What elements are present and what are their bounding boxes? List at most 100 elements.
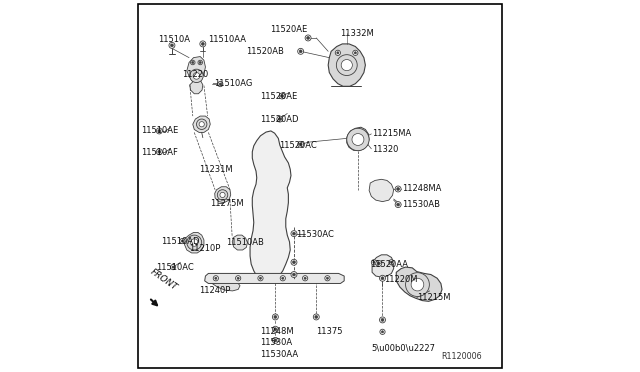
Text: 11530AA: 11530AA bbox=[260, 350, 298, 359]
Circle shape bbox=[218, 190, 228, 200]
Circle shape bbox=[273, 337, 278, 343]
Text: 11215MA: 11215MA bbox=[372, 129, 412, 138]
Circle shape bbox=[193, 73, 200, 79]
Text: 11520AE: 11520AE bbox=[270, 25, 307, 34]
Circle shape bbox=[371, 260, 376, 265]
Text: 11332M: 11332M bbox=[340, 29, 374, 38]
Text: 11220M: 11220M bbox=[384, 275, 417, 284]
Circle shape bbox=[180, 238, 185, 244]
Polygon shape bbox=[369, 179, 394, 202]
Circle shape bbox=[273, 314, 278, 320]
Circle shape bbox=[258, 276, 263, 281]
Circle shape bbox=[299, 143, 302, 146]
Circle shape bbox=[305, 35, 311, 41]
Circle shape bbox=[337, 52, 339, 54]
Circle shape bbox=[280, 94, 284, 97]
Circle shape bbox=[202, 42, 204, 45]
Circle shape bbox=[158, 150, 161, 153]
Circle shape bbox=[274, 315, 277, 318]
Text: 11220: 11220 bbox=[182, 70, 209, 79]
Circle shape bbox=[198, 60, 202, 65]
Circle shape bbox=[219, 83, 221, 85]
Circle shape bbox=[411, 278, 424, 291]
Polygon shape bbox=[372, 255, 394, 277]
Circle shape bbox=[298, 141, 303, 147]
Text: 11275M: 11275M bbox=[211, 199, 244, 208]
Circle shape bbox=[303, 276, 308, 281]
Circle shape bbox=[292, 273, 296, 276]
Circle shape bbox=[390, 261, 392, 263]
Circle shape bbox=[187, 235, 202, 250]
Circle shape bbox=[352, 134, 364, 145]
Circle shape bbox=[354, 52, 356, 54]
Circle shape bbox=[213, 276, 218, 281]
Circle shape bbox=[389, 260, 394, 265]
Circle shape bbox=[381, 277, 384, 280]
Text: 11510AB: 11510AB bbox=[227, 238, 264, 247]
Circle shape bbox=[199, 122, 204, 127]
Polygon shape bbox=[215, 187, 231, 203]
Circle shape bbox=[380, 275, 385, 281]
Text: 11510AD: 11510AD bbox=[161, 237, 199, 246]
Text: 11530AC: 11530AC bbox=[296, 230, 333, 239]
Circle shape bbox=[326, 277, 328, 279]
Text: 11210P: 11210P bbox=[189, 244, 220, 253]
Text: 11248MA: 11248MA bbox=[402, 185, 441, 193]
Circle shape bbox=[200, 41, 206, 47]
Circle shape bbox=[378, 262, 380, 265]
Circle shape bbox=[274, 328, 277, 331]
Circle shape bbox=[191, 60, 195, 65]
Circle shape bbox=[274, 339, 277, 342]
Circle shape bbox=[292, 232, 296, 235]
Circle shape bbox=[341, 60, 353, 71]
Circle shape bbox=[397, 187, 399, 190]
Circle shape bbox=[395, 202, 401, 208]
Circle shape bbox=[335, 50, 340, 55]
Circle shape bbox=[218, 81, 223, 87]
Circle shape bbox=[298, 48, 303, 54]
Polygon shape bbox=[347, 127, 369, 151]
Text: 11530AB: 11530AB bbox=[402, 200, 440, 209]
Circle shape bbox=[353, 50, 358, 55]
Text: 11520AE: 11520AE bbox=[260, 92, 298, 101]
Circle shape bbox=[280, 276, 285, 281]
Text: 5\u00b0\u2227: 5\u00b0\u2227 bbox=[371, 343, 435, 352]
Circle shape bbox=[315, 315, 318, 318]
Circle shape bbox=[381, 318, 384, 321]
Text: 11510A: 11510A bbox=[158, 35, 190, 44]
Circle shape bbox=[172, 266, 174, 268]
Circle shape bbox=[376, 260, 381, 266]
Circle shape bbox=[196, 119, 207, 129]
Text: 11215M: 11215M bbox=[417, 293, 451, 302]
Circle shape bbox=[199, 61, 202, 64]
Circle shape bbox=[259, 277, 262, 279]
Circle shape bbox=[236, 276, 241, 281]
Text: 11510AA: 11510AA bbox=[209, 35, 246, 44]
Circle shape bbox=[158, 129, 161, 132]
Text: 11510AE: 11510AE bbox=[141, 126, 178, 135]
Circle shape bbox=[380, 317, 385, 323]
Circle shape bbox=[373, 261, 375, 263]
Circle shape bbox=[191, 239, 198, 246]
Circle shape bbox=[406, 273, 429, 296]
Polygon shape bbox=[205, 273, 344, 283]
Circle shape bbox=[337, 55, 357, 76]
Text: 11320: 11320 bbox=[372, 145, 399, 154]
Circle shape bbox=[169, 42, 175, 48]
Text: 11520AC: 11520AC bbox=[279, 141, 317, 150]
Circle shape bbox=[237, 277, 239, 279]
Circle shape bbox=[215, 277, 217, 279]
Circle shape bbox=[156, 149, 163, 155]
Circle shape bbox=[278, 118, 282, 121]
Circle shape bbox=[307, 36, 310, 39]
Polygon shape bbox=[396, 267, 442, 301]
Polygon shape bbox=[328, 44, 365, 86]
Circle shape bbox=[191, 61, 194, 64]
Text: 11231M: 11231M bbox=[199, 165, 233, 174]
Text: R1120006: R1120006 bbox=[441, 352, 481, 361]
Circle shape bbox=[299, 50, 302, 53]
Circle shape bbox=[304, 277, 306, 279]
Circle shape bbox=[380, 329, 385, 334]
Polygon shape bbox=[212, 283, 240, 291]
Polygon shape bbox=[232, 235, 248, 250]
